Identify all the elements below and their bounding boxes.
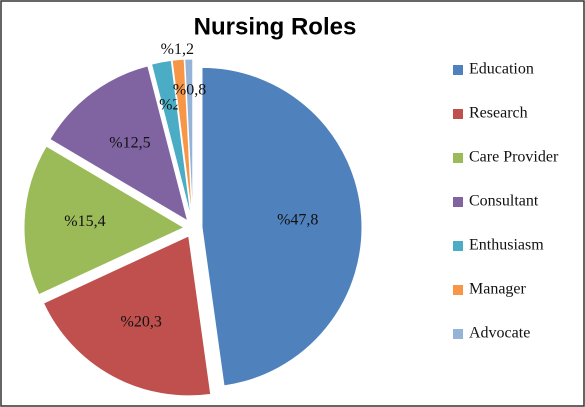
legend-label: Care Provider: [469, 149, 559, 166]
pie-slice: [171, 58, 193, 220]
slice-label: %2: [159, 97, 180, 114]
slice-label: %12,5: [109, 135, 150, 152]
slice-label: %1,2: [161, 41, 194, 58]
chart-title: Nursing Roles: [194, 13, 357, 40]
legend-swatch: [453, 65, 463, 75]
legend-swatch: [453, 109, 463, 119]
legend-swatch: [453, 285, 463, 295]
legend-label: Consultant: [469, 193, 539, 210]
legend-swatch: [453, 329, 463, 339]
legend-swatch: [453, 153, 463, 163]
legend-swatch: [453, 241, 463, 251]
slice-label: %0,8: [173, 82, 206, 99]
slice-label: %15,4: [64, 213, 105, 230]
slice-label: %47,8: [277, 211, 318, 228]
legend-label: Enthusiasm: [469, 237, 544, 254]
pie-slice: [201, 66, 363, 387]
legend-label: Advocate: [469, 325, 530, 342]
pie-slice: [23, 145, 186, 296]
slice-label: %20,3: [121, 314, 162, 331]
pie-slice: [150, 59, 192, 220]
legend-label: Manager: [469, 281, 527, 298]
legend-label: Research: [469, 105, 528, 122]
pie-slice: [42, 235, 212, 397]
legend-label: Education: [469, 61, 534, 78]
pie-slice: [49, 65, 189, 222]
legend-swatch: [453, 197, 463, 207]
pie-slice: [184, 58, 194, 220]
